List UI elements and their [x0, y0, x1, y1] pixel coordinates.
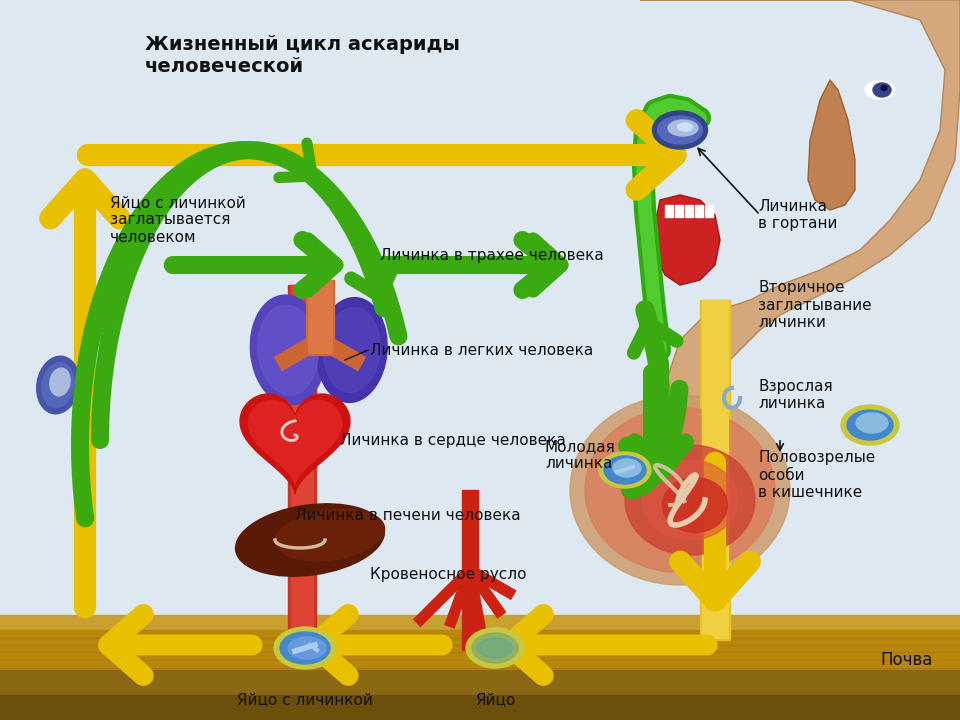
Ellipse shape	[856, 413, 888, 433]
Text: Личинка в легких человека: Личинка в легких человека	[370, 343, 593, 358]
Ellipse shape	[604, 456, 646, 484]
Bar	[705, 205, 713, 217]
Ellipse shape	[881, 86, 887, 91]
Bar	[306, 280, 334, 355]
Text: Молодая
личинка: Молодая личинка	[545, 438, 615, 471]
Ellipse shape	[288, 637, 326, 659]
Ellipse shape	[570, 395, 790, 585]
Text: Личинка в сердце человека: Личинка в сердце человека	[340, 433, 565, 448]
Bar	[695, 205, 703, 217]
Bar	[0, 670, 960, 695]
Text: Взрослая
личинка: Взрослая личинка	[758, 379, 832, 411]
Bar	[675, 205, 683, 217]
Bar	[0, 615, 960, 630]
Ellipse shape	[585, 408, 775, 572]
Text: Яйцо с личинкой: Яйцо с личинкой	[237, 693, 372, 708]
Text: Кровеносное русло: Кровеносное русло	[370, 567, 526, 582]
Ellipse shape	[324, 307, 380, 392]
Ellipse shape	[613, 459, 641, 477]
Ellipse shape	[36, 356, 80, 414]
Ellipse shape	[668, 120, 698, 136]
Bar	[665, 205, 673, 217]
Ellipse shape	[653, 111, 708, 149]
Text: Личинка
в гортани: Личинка в гортани	[758, 199, 837, 231]
Ellipse shape	[658, 116, 703, 144]
Text: Жизненный цикл аскариды
человеческой: Жизненный цикл аскариды человеческой	[145, 35, 460, 76]
Ellipse shape	[625, 445, 755, 555]
Ellipse shape	[251, 295, 325, 405]
Bar	[0, 695, 960, 720]
Text: Вторичное
заглатывание
личинки: Вторичное заглатывание личинки	[758, 280, 872, 330]
Ellipse shape	[280, 632, 330, 664]
Ellipse shape	[865, 81, 895, 99]
Ellipse shape	[276, 509, 385, 561]
PathPatch shape	[808, 80, 855, 210]
Text: Яйцо: Яйцо	[475, 693, 516, 708]
Ellipse shape	[274, 627, 336, 669]
Bar	[0, 630, 960, 670]
Ellipse shape	[841, 405, 899, 445]
Polygon shape	[240, 394, 350, 493]
Bar	[702, 300, 728, 638]
Ellipse shape	[477, 638, 513, 658]
Bar	[308, 280, 332, 353]
Ellipse shape	[873, 83, 891, 97]
Ellipse shape	[317, 297, 387, 402]
Bar	[291, 285, 313, 663]
PathPatch shape	[653, 195, 720, 285]
Ellipse shape	[472, 633, 518, 663]
Ellipse shape	[235, 504, 384, 576]
Text: Личинка в трахее человека: Личинка в трахее человека	[380, 248, 604, 263]
Ellipse shape	[258, 305, 318, 395]
Ellipse shape	[847, 410, 893, 440]
Text: Личинка в печени человека: Личинка в печени человека	[295, 508, 520, 523]
Bar	[288, 285, 316, 665]
Text: Яйцо с личинкой
заглатывается
человеком: Яйцо с личинкой заглатывается человеком	[110, 195, 246, 245]
Ellipse shape	[466, 628, 524, 668]
Ellipse shape	[599, 452, 651, 488]
Ellipse shape	[662, 477, 728, 533]
Polygon shape	[249, 400, 342, 485]
Text: Почва: Почва	[880, 651, 932, 669]
Bar	[685, 205, 693, 217]
Bar	[700, 300, 730, 640]
Ellipse shape	[678, 123, 692, 131]
Text: Половозрелые
особи
в кишечнике: Половозрелые особи в кишечнике	[758, 450, 876, 500]
PathPatch shape	[640, 0, 960, 460]
Ellipse shape	[642, 460, 737, 540]
Ellipse shape	[50, 368, 70, 396]
Ellipse shape	[42, 363, 74, 408]
Bar	[462, 490, 478, 650]
